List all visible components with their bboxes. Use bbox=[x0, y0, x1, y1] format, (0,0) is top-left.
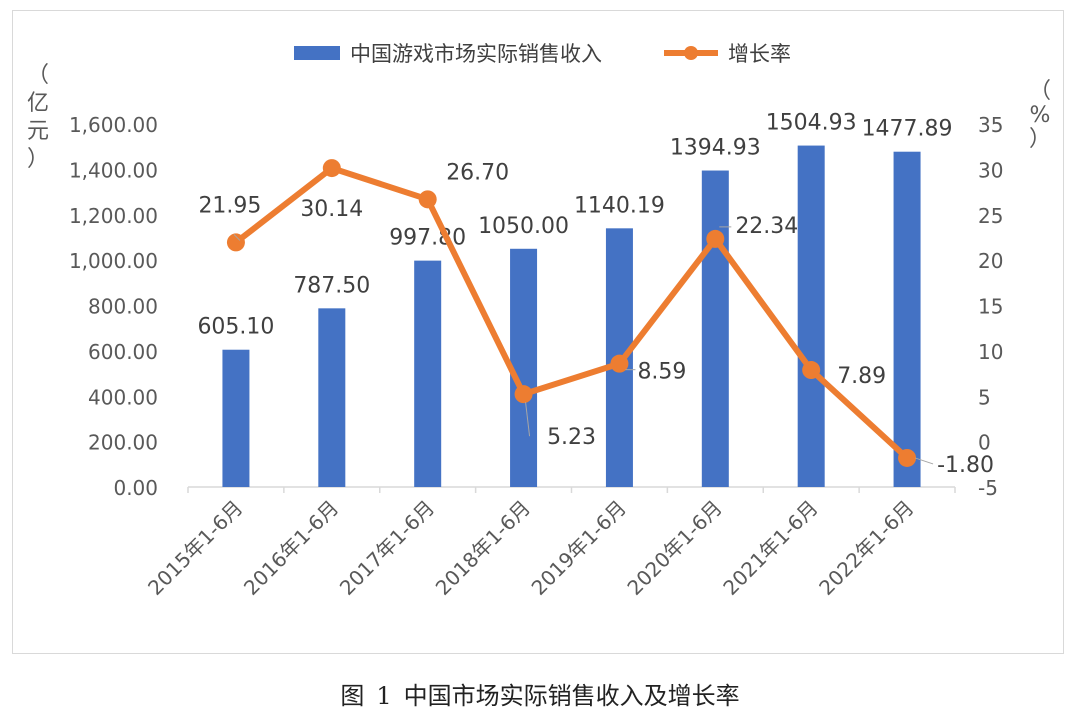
bar bbox=[318, 308, 346, 487]
data-label-leader bbox=[525, 402, 531, 437]
y-left-tick-label: 1,400.00 bbox=[69, 158, 158, 182]
bar bbox=[797, 145, 825, 487]
y-right-tick-label: 10 bbox=[978, 340, 1003, 364]
chart: 0.00 200.00 400.00 600.00 800.00 1,000.00 1,20… bbox=[27, 42, 1051, 600]
x-category-label: 2022年1-6月 bbox=[814, 496, 918, 600]
legend-swatch-marker bbox=[684, 46, 698, 60]
y-right-axis-label-char: ） bbox=[1029, 127, 1051, 152]
y-left-tick-label: 800.00 bbox=[88, 295, 158, 319]
line-data-label: -1.80 bbox=[937, 453, 994, 478]
line-data-label: 30.14 bbox=[300, 197, 363, 222]
y-left-tick-label: 1,000.00 bbox=[69, 249, 158, 273]
x-category-label: 2019年1-6月 bbox=[527, 496, 631, 600]
caption-prefix: 图 bbox=[340, 682, 365, 710]
growth-point bbox=[802, 361, 821, 380]
bar-data-label: 1477.89 bbox=[862, 117, 953, 142]
y-left-tick-label: 200.00 bbox=[88, 431, 158, 455]
y-right-tick-label: 25 bbox=[978, 204, 1003, 228]
growth-point bbox=[898, 448, 917, 467]
y-right-axis-label-char: （ bbox=[1029, 79, 1051, 104]
bar-data-label: 1504.93 bbox=[766, 111, 857, 136]
bar bbox=[893, 151, 921, 487]
x-category-label: 2021年1-6月 bbox=[718, 496, 822, 600]
x-category-label: 2020年1-6月 bbox=[622, 496, 726, 600]
y-left-axis-label-char: 元 bbox=[27, 119, 49, 144]
bar bbox=[222, 349, 250, 487]
line-data-label: 22.34 bbox=[735, 214, 798, 239]
y-right-tick-label: 35 bbox=[978, 113, 1003, 137]
y-left-tick-label: 0.00 bbox=[113, 476, 158, 500]
growth-line bbox=[232, 165, 911, 461]
line-data-label: 7.89 bbox=[837, 364, 886, 389]
line-data-label: 26.70 bbox=[446, 160, 509, 185]
data-label-leader bbox=[914, 457, 934, 465]
y-right-tick-label: -5 bbox=[978, 476, 998, 500]
y-left-tick-label: 600.00 bbox=[88, 340, 158, 364]
y-left-axis-label-char: 亿 bbox=[27, 91, 49, 116]
legend-label-line: 增长率 bbox=[728, 42, 791, 66]
legend-swatch-bar bbox=[294, 46, 340, 60]
bar-data-label: 1140.19 bbox=[574, 193, 665, 218]
line-data-label: 5.23 bbox=[547, 425, 596, 450]
bar-data-label: 997.80 bbox=[389, 226, 466, 251]
line-data-label: 8.59 bbox=[637, 360, 686, 385]
growth-point bbox=[706, 229, 725, 248]
y-left-tick-label: 1,600.00 bbox=[69, 113, 158, 137]
bar-data-label: 787.50 bbox=[293, 273, 370, 298]
y-right-axis-label-char: % bbox=[1030, 103, 1051, 128]
bar bbox=[414, 260, 442, 487]
legend-label-bar: 中国游戏市场实际销售收入 bbox=[350, 42, 602, 66]
bar-data-label: 1394.93 bbox=[670, 136, 761, 161]
y-left-axis-label-char: ） bbox=[27, 147, 49, 172]
y-right-tick-label: 0 bbox=[978, 431, 991, 455]
bar-data-label: 605.10 bbox=[197, 315, 274, 340]
figure-caption: 图 1 中国市场实际销售收入及增长率 bbox=[0, 676, 1080, 711]
x-category-label: 2018年1-6月 bbox=[431, 496, 535, 600]
growth-point bbox=[226, 233, 245, 252]
bar bbox=[701, 170, 729, 487]
y-right-tick-label: 30 bbox=[978, 158, 1003, 182]
caption-text: 中国市场实际销售收入及增长率 bbox=[403, 682, 740, 710]
caption-number: 1 bbox=[376, 682, 392, 710]
y-right-tick-label: 5 bbox=[978, 385, 991, 409]
x-category-label: 2016年1-6月 bbox=[239, 496, 343, 600]
x-category-label: 2017年1-6月 bbox=[335, 496, 439, 600]
y-left-axis-label-char: （ bbox=[27, 63, 49, 88]
chart-frame bbox=[12, 10, 1064, 654]
y-right-tick-label: 15 bbox=[978, 295, 1003, 319]
data-label-leader bbox=[233, 234, 241, 241]
bar bbox=[510, 248, 538, 487]
growth-point bbox=[322, 159, 341, 178]
y-left-tick-label: 1,200.00 bbox=[69, 204, 158, 228]
y-right-tick-label: 20 bbox=[978, 249, 1003, 273]
growth-point bbox=[514, 385, 533, 404]
growth-point bbox=[418, 190, 437, 209]
bar-data-label: 1050.00 bbox=[478, 214, 569, 239]
growth-point bbox=[610, 354, 629, 373]
x-category-label: 2015年1-6月 bbox=[143, 496, 247, 600]
line-data-label: 21.95 bbox=[198, 193, 261, 218]
y-left-tick-label: 400.00 bbox=[88, 385, 158, 409]
